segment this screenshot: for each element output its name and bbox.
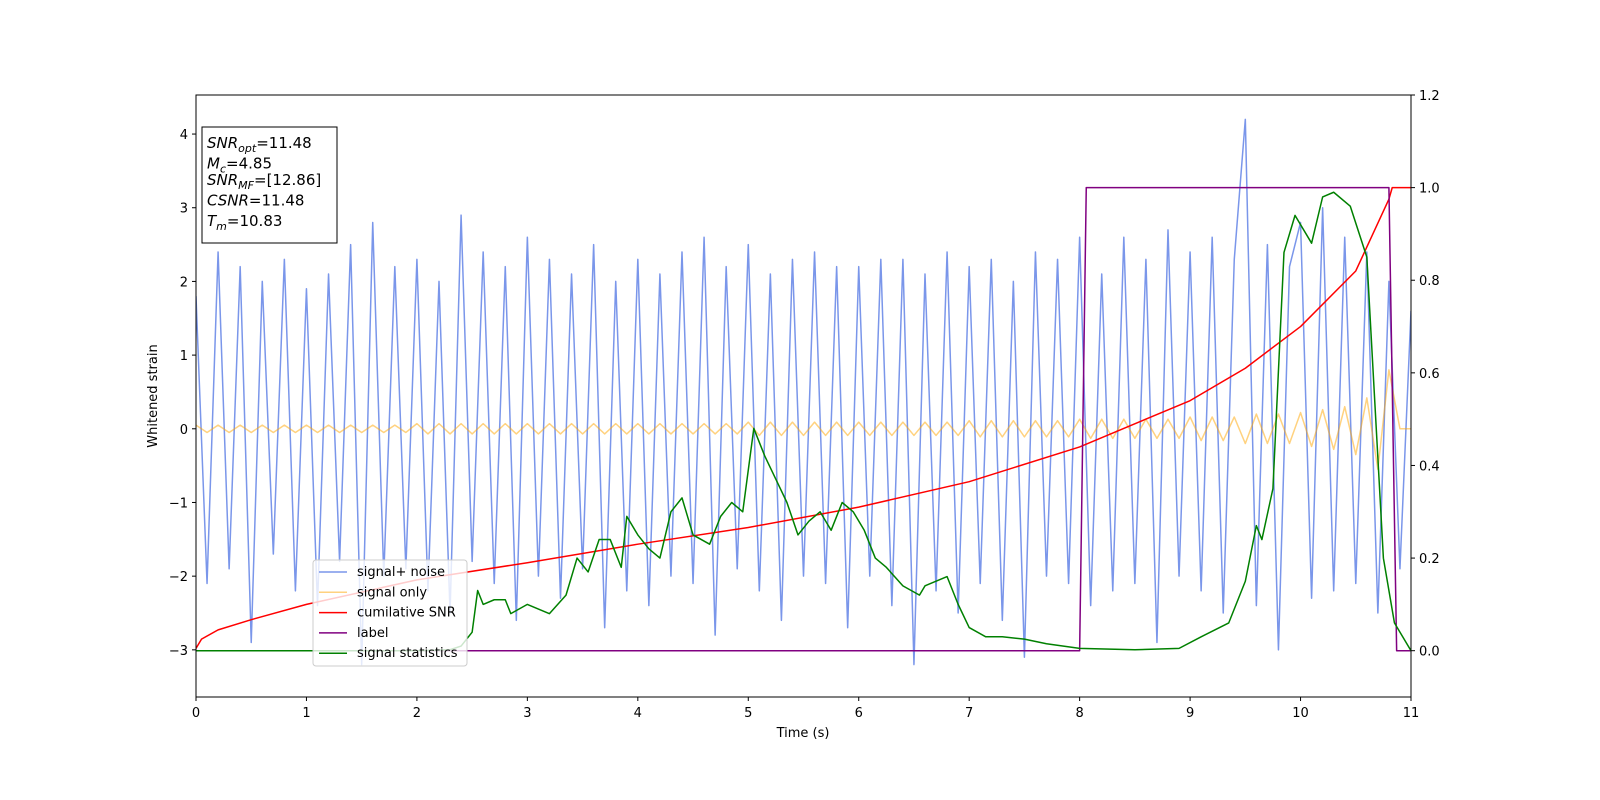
annotation-line: Tm=10.83	[207, 212, 282, 233]
y2-tick-label: 0.8	[1419, 274, 1440, 289]
x-tick-label: 6	[855, 706, 863, 721]
y2-tick-label: 0.0	[1419, 645, 1440, 660]
legend-label: label	[357, 626, 388, 641]
y-tick-label: 4	[180, 128, 188, 143]
annotation-value: =4.85	[226, 155, 272, 173]
annotation-subscript: opt	[238, 142, 257, 155]
x-tick-label: 7	[965, 706, 973, 721]
x-tick-label: 1	[302, 706, 310, 721]
annotation-symbol: SNR	[207, 171, 238, 189]
annotation-line: SNRMF=[12.86]	[207, 171, 321, 192]
y-tick-label: −2	[169, 570, 188, 585]
annotation-symbol: T	[207, 212, 218, 230]
legend-label: cumilative SNR	[357, 606, 456, 621]
x-tick-label: 8	[1075, 706, 1083, 721]
annotation-symbol: CSNR	[207, 192, 249, 210]
y-tick-label: −1	[169, 496, 188, 511]
legend-box	[312, 559, 468, 667]
annotation-value: =11.48	[256, 134, 312, 152]
y-tick-label: 2	[180, 275, 188, 290]
annotation-subscript: MF	[238, 179, 254, 192]
series-line	[196, 191, 1411, 652]
x-tick-label: 4	[634, 706, 642, 721]
y-tick-label: 1	[180, 349, 188, 364]
legend-label: signal only	[357, 585, 427, 600]
annotation-box	[201, 126, 338, 244]
legend-label: signal statistics	[357, 646, 458, 661]
annotation-line: Mc=4.85	[207, 155, 272, 176]
y-tick-label: 0	[180, 423, 188, 438]
annotation-value: =[12.86]	[254, 171, 321, 189]
y2-tick-label: 0.6	[1419, 367, 1440, 382]
x-tick-label: 10	[1292, 706, 1309, 721]
y2-tick-label: 1.2	[1419, 89, 1440, 104]
annotation-line: SNRopt=11.48	[207, 134, 312, 155]
annotation-line: CSNR=11.48	[207, 192, 304, 210]
x-tick-label: 0	[192, 706, 200, 721]
annotation-symbol: SNR	[207, 134, 238, 152]
x-tick-label: 11	[1403, 706, 1420, 721]
series-line	[196, 186, 1411, 649]
y2-tick-label: 0.4	[1419, 459, 1440, 474]
y-axis-label: Whitened strain	[146, 344, 161, 447]
annotation-symbol: M	[207, 155, 220, 173]
series-line	[196, 118, 1411, 666]
series-line	[196, 186, 1411, 652]
annotation-subscript: m	[216, 220, 227, 233]
x-axis-label: Time (s)	[776, 726, 830, 741]
y2-tick-label: 1.0	[1419, 182, 1440, 197]
y-tick-label: −3	[169, 644, 188, 659]
legend-label: signal+ noise	[357, 565, 445, 580]
x-tick-label: 9	[1186, 706, 1194, 721]
annotation-subscript: c	[220, 163, 226, 176]
x-tick-label: 5	[744, 706, 752, 721]
y-tick-label: 3	[180, 202, 188, 217]
x-tick-label: 3	[523, 706, 531, 721]
series-line	[196, 369, 1411, 471]
annotation-value: =10.83	[227, 212, 283, 230]
plot-area	[196, 118, 1411, 666]
axes-frame	[195, 94, 1412, 698]
x-tick-label: 2	[413, 706, 421, 721]
y2-tick-label: 0.2	[1419, 552, 1440, 567]
annotation-value: =11.48	[249, 192, 305, 210]
